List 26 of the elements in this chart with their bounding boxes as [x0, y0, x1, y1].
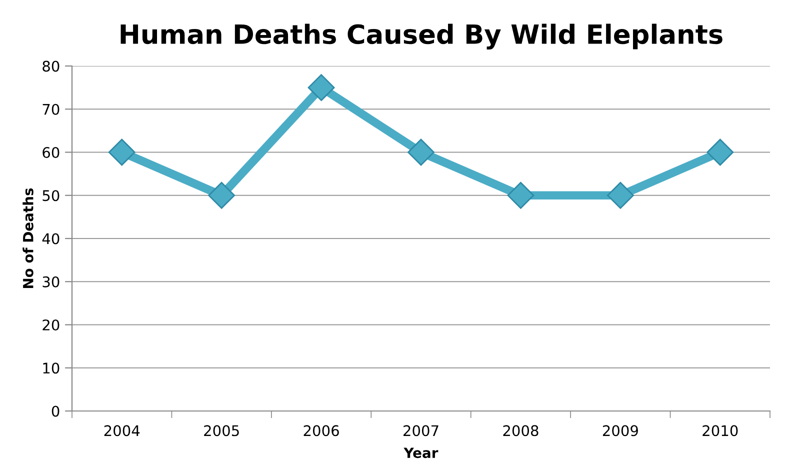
y-tick-label: 0: [52, 406, 60, 417]
x-axis-title: Year: [404, 448, 438, 458]
point: [308, 74, 335, 102]
y-tick-label: 20: [42, 319, 60, 330]
y-tick-label: 40: [42, 233, 60, 244]
y-axis-title: No of Deaths: [22, 188, 34, 288]
x-tick-label: 2007: [404, 425, 438, 436]
y-tick-label: 10: [43, 362, 60, 374]
chart-title: Human Deaths Caused By Wild Eleplants: [120, 24, 722, 50]
x-tick-label: 2005: [204, 425, 239, 436]
point: [507, 182, 534, 209]
point: [108, 138, 136, 166]
y-tick-label: 50: [42, 190, 60, 202]
y-tick-label: 80: [42, 60, 60, 72]
x-tick-label: 2004: [104, 425, 140, 436]
x-tick-label: 2010: [702, 425, 738, 436]
point: [706, 138, 734, 166]
x-tick-label: 2008: [503, 425, 538, 436]
x-tick-label: 2006: [304, 425, 339, 436]
y-tick-label: 70: [42, 104, 60, 115]
point: [606, 182, 634, 209]
point: [408, 138, 434, 166]
y-tick-label: 60: [42, 146, 60, 158]
x-tick-label: 2009: [602, 425, 638, 436]
point: [208, 182, 236, 209]
y-tick-label: 30: [42, 276, 60, 288]
